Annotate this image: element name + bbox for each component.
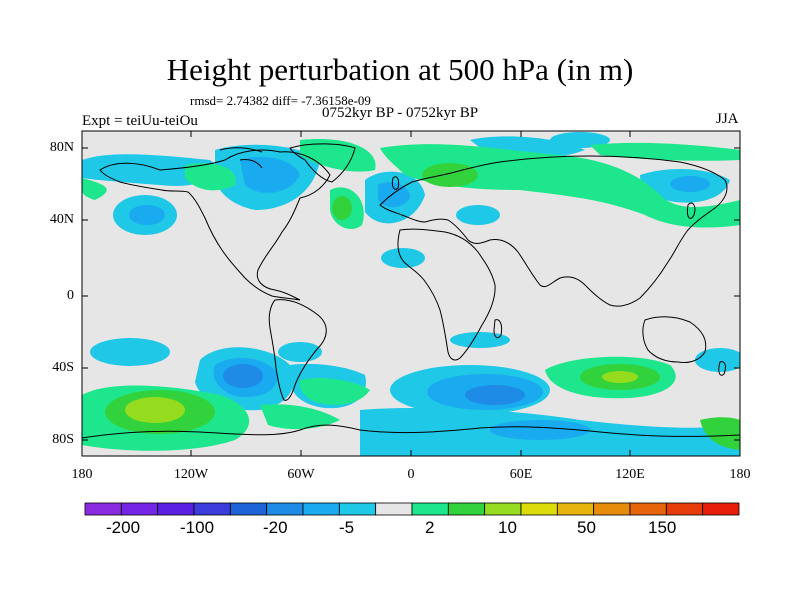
coast-madagascar [493, 319, 503, 339]
contour-pos-south-pacific-strong [125, 397, 185, 423]
colorbar-swatch [120, 502, 159, 516]
colorbar-swatch [593, 502, 631, 516]
coastlines [82, 143, 740, 439]
contour-neg-north-africa [381, 248, 425, 268]
colorbar-swatch [266, 502, 304, 516]
coast-europe-asia [379, 155, 728, 307]
lat-label-80s: 80S [52, 432, 74, 447]
colorbar-swatch [375, 502, 413, 516]
contour-neg-europe [456, 205, 500, 225]
colorbar-label: -100 [180, 518, 215, 537]
contour-pos-eurasia [380, 144, 740, 228]
coast-africa [397, 228, 496, 361]
coast-greenland [289, 143, 356, 183]
colorbar-swatch [629, 502, 667, 516]
lat-label-0: 0 [67, 288, 74, 303]
period-subtitle: 0752kyr BP - 0752kyr BP [321, 105, 479, 121]
colorbar-label: 150 [648, 518, 677, 537]
coast-arctic-islands [219, 147, 263, 169]
colorbar-swatch [702, 502, 740, 516]
contour-neg-arctic [550, 132, 610, 148]
lon-label-60e: 60E [509, 467, 533, 482]
contour-pos-drake-passage [260, 404, 340, 430]
coast-south-america [268, 299, 327, 401]
colorbar-label: 10 [498, 518, 517, 537]
coast-north-america [99, 149, 331, 301]
coast-antarctica [82, 424, 740, 439]
lat-label-80n: 80N [49, 140, 74, 155]
contour-neg-pacific-40n-core [129, 205, 165, 225]
lon-label-0: 0 [407, 467, 415, 482]
contour-pos-south-atlantic [299, 378, 370, 405]
colorbar-swatch [520, 502, 558, 516]
colorbar-swatch [229, 502, 268, 516]
experiment-label: Expt = teiUu-teiOu [82, 113, 198, 129]
coast-australia [642, 316, 707, 363]
contour-neg-nw-pacific [82, 154, 217, 186]
colorbar-swatch [157, 502, 195, 516]
contour-pos-indian-ocean-core [602, 371, 638, 383]
contour-pos-north-pacific [185, 163, 236, 191]
contour-pos-scandinavia-core [422, 163, 478, 187]
contour-neg-southern-ocean-core [465, 385, 525, 405]
coast-new-zealand [718, 361, 726, 376]
colorbar-label: 50 [577, 518, 596, 537]
lon-label-180w: 180 [71, 467, 93, 482]
lon-label-120w: 120W [173, 467, 209, 482]
colorbar-label: -20 [263, 518, 288, 537]
colorbar-swatch [302, 502, 340, 516]
contour-pos-arctic-east [590, 142, 740, 161]
colorbar-swatch [193, 502, 231, 516]
colorbar-swatch [338, 502, 377, 516]
contour-neg-east-asia-core [670, 176, 710, 192]
contour-fields [82, 132, 740, 456]
colorbar-label: -5 [339, 518, 355, 537]
lon-label-120e: 120E [615, 467, 645, 482]
contour-pos-atlantic-core [332, 196, 352, 220]
coast-japan [687, 202, 696, 219]
colorbar-swatch [411, 502, 449, 516]
colorbar-swatch [447, 502, 486, 516]
lon-label-180e: 180 [729, 467, 751, 482]
contour-neg-south-america [278, 342, 322, 362]
contour-neg-canada-core [240, 156, 300, 193]
contour-neg-south-pacific-core [223, 364, 263, 388]
plot-title: Height perturbation at 500 hPa (in m) [166, 52, 634, 87]
contour-neg-south-pacific-west [90, 338, 170, 366]
colorbar-swatch [665, 502, 704, 516]
contour-neg-australia-south [695, 348, 740, 372]
contour-neg-antarctic-core [490, 420, 590, 440]
lat-label-40s: 40S [52, 360, 74, 375]
colorbar-swatch [556, 502, 595, 516]
contour-pos-alaska [82, 178, 107, 200]
stats-text: rmsd= 2.74382 diff= -7.36158e-09 [190, 93, 371, 108]
colorbar-label: -200 [106, 518, 141, 537]
colorbar-swatch [84, 502, 122, 516]
contour-pos-ross-sea [700, 417, 740, 450]
lat-label-40n: 40N [49, 212, 74, 227]
season-label: JJA [716, 111, 739, 127]
colorbar-swatch [484, 502, 522, 516]
colorbar-label: 2 [425, 518, 435, 537]
colorbar [84, 502, 740, 516]
axis-ticks [81, 131, 741, 456]
coast-uk [391, 176, 400, 190]
lon-label-60w: 60W [287, 467, 315, 482]
contour-neg-north-atlantic-core [378, 182, 410, 208]
